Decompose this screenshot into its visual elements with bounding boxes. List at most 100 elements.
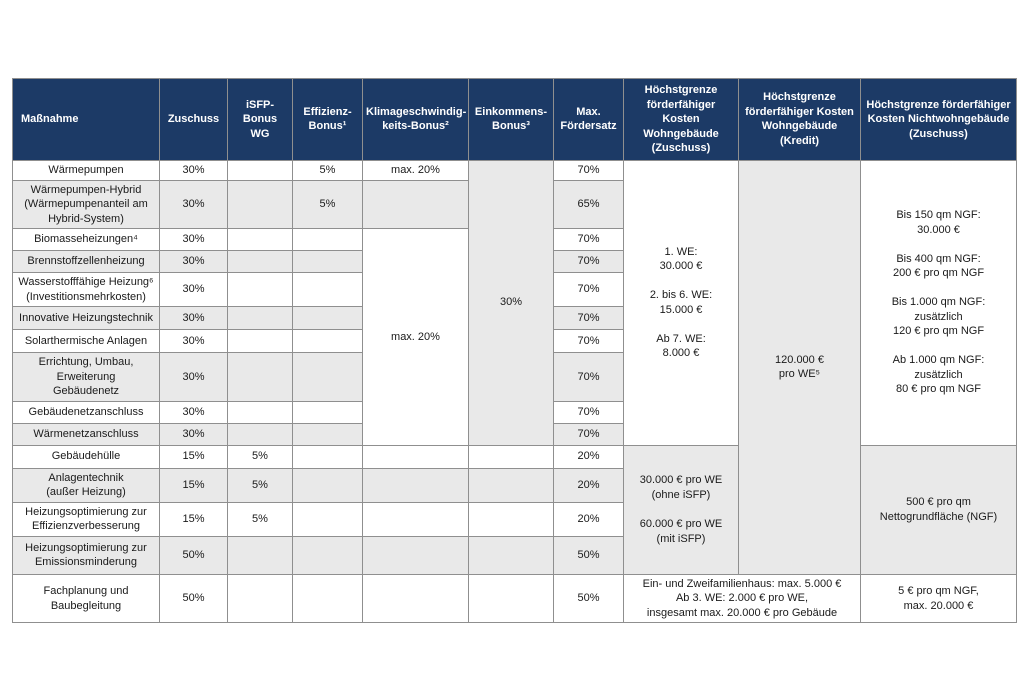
cell-klima xyxy=(362,179,469,230)
cell-effizienz: 5% xyxy=(292,179,363,230)
cell-einkommens xyxy=(468,467,554,503)
cell-isfp xyxy=(227,306,293,331)
cell-zuschuss: 30% xyxy=(159,352,228,402)
cell-foerdersatz: 70% xyxy=(553,400,624,424)
cell-nwg-row15: 5 € pro qm NGF, max. 20.000 € xyxy=(860,573,1017,624)
cell-massnahme: Biomasseheizungen⁴ xyxy=(12,228,160,252)
cell-nwg-zuschuss-merged-lower: 500 € pro qm Nettogrundfläche (NGF) xyxy=(860,444,1017,575)
cell-zuschuss: 30% xyxy=(159,159,228,181)
cell-einkommens xyxy=(468,573,554,624)
cell-foerdersatz: 20% xyxy=(553,467,624,503)
cell-isfp xyxy=(227,250,293,274)
cell-effizienz: 5% xyxy=(292,159,363,181)
cell-isfp xyxy=(227,573,293,624)
cell-klima-merged: max. 20% xyxy=(362,228,469,446)
cell-zuschuss: 50% xyxy=(159,573,228,624)
cell-isfp xyxy=(227,422,293,446)
cell-massnahme: Solarthermische Anlagen xyxy=(12,329,160,354)
table-row: Heizungsoptimierung zur Effizienzverbess… xyxy=(12,501,1017,537)
cell-massnahme: Innovative Heizungstechnik xyxy=(12,306,160,331)
table-row: Anlagentechnik (außer Heizung) 15% 5% 20… xyxy=(12,467,1017,503)
table-row: Gebäudenetzanschluss 30% 70% xyxy=(12,400,1017,424)
cell-zuschuss: 30% xyxy=(159,306,228,331)
cell-foerdersatz: 65% xyxy=(553,179,624,230)
table-row: Gebäudehülle 15% 5% 20% 30.000 € pro WE … xyxy=(12,444,1017,575)
cell-effizienz xyxy=(292,400,363,424)
cell-isfp xyxy=(227,272,293,308)
cell-isfp: 5% xyxy=(227,444,293,469)
cell-effizienz xyxy=(292,228,363,252)
cell-effizienz xyxy=(292,272,363,308)
cell-zuschuss: 30% xyxy=(159,422,228,446)
cell-zuschuss: 30% xyxy=(159,179,228,230)
cell-foerdersatz: 70% xyxy=(553,250,624,274)
cell-effizienz xyxy=(292,467,363,503)
cell-zuschuss: 15% xyxy=(159,501,228,537)
cell-wg-kredit-merged: 120.000 € pro WE⁵ xyxy=(738,159,861,575)
cell-massnahme: Gebäudehülle xyxy=(12,444,160,469)
cell-foerdersatz: 70% xyxy=(553,329,624,354)
cell-massnahme: Heizungsoptimierung zur Effizienzverbess… xyxy=(12,501,160,537)
table-row: Solarthermische Anlagen 30% 70% xyxy=(12,329,1017,354)
cell-isfp xyxy=(227,535,293,575)
column-header-effizienz-bonus: Effizienz- Bonus¹ xyxy=(292,78,363,161)
cell-effizienz xyxy=(292,422,363,446)
cell-zuschuss: 30% xyxy=(159,329,228,354)
cell-foerdersatz: 70% xyxy=(553,228,624,252)
cell-isfp xyxy=(227,159,293,181)
cell-massnahme: Heizungsoptimierung zur Emissionsminderu… xyxy=(12,535,160,575)
cell-foerdersatz: 70% xyxy=(553,306,624,331)
table-row: Errichtung, Umbau, Erweiterung Gebäudene… xyxy=(12,352,1017,402)
cell-zuschuss: 50% xyxy=(159,535,228,575)
cell-effizienz xyxy=(292,444,363,469)
cell-zuschuss: 30% xyxy=(159,228,228,252)
cell-isfp xyxy=(227,329,293,354)
column-header-hoechstgrenze-wg-zuschuss: Höchstgrenze förderfähiger Kosten Wohnge… xyxy=(623,78,739,161)
cell-einkommens xyxy=(468,535,554,575)
column-header-isfp-bonus: iSFP- Bonus WG xyxy=(227,78,293,161)
table-row: Wärmepumpen-Hybrid (Wärmepumpenanteil am… xyxy=(12,179,1017,230)
cell-isfp xyxy=(227,400,293,424)
cell-einkommens xyxy=(468,444,554,469)
cell-foerdersatz: 70% xyxy=(553,352,624,402)
funding-table-wrapper: Maßnahme Zuschuss iSFP- Bonus WG Effizie… xyxy=(12,78,1017,624)
column-header-zuschuss: Zuschuss xyxy=(159,78,228,161)
table-row: Heizungsoptimierung zur Emissionsminderu… xyxy=(12,535,1017,575)
cell-klima xyxy=(362,467,469,503)
cell-effizienz xyxy=(292,352,363,402)
column-header-max-foerdersatz: Max. Fördersatz xyxy=(553,78,624,161)
cell-wg-zuschuss-merged: 1. WE: 30.000 € 2. bis 6. WE: 15.000 € A… xyxy=(623,159,739,446)
cell-zuschuss: 30% xyxy=(159,272,228,308)
funding-table: Maßnahme Zuschuss iSFP- Bonus WG Effizie… xyxy=(12,78,1017,624)
cell-isfp: 5% xyxy=(227,501,293,537)
cell-massnahme: Gebäudenetzanschluss xyxy=(12,400,160,424)
cell-nwg-zuschuss-merged: Bis 150 qm NGF: 30.000 € Bis 400 qm NGF:… xyxy=(860,159,1017,446)
cell-klima xyxy=(362,535,469,575)
cell-effizienz xyxy=(292,329,363,354)
cell-isfp: 5% xyxy=(227,467,293,503)
cell-foerdersatz: 20% xyxy=(553,501,624,537)
cell-effizienz xyxy=(292,535,363,575)
cell-klima xyxy=(362,444,469,469)
cell-massnahme: Wärmepumpen-Hybrid (Wärmepumpenanteil am… xyxy=(12,179,160,230)
cell-zuschuss: 15% xyxy=(159,444,228,469)
cell-foerdersatz: 50% xyxy=(553,535,624,575)
table-row: Fachplanung und Baubegleitung 50% 50% Ei… xyxy=(12,573,1017,624)
cell-einkommens-merged: 30% xyxy=(468,159,554,446)
cell-foerdersatz: 70% xyxy=(553,272,624,308)
cell-massnahme: Anlagentechnik (außer Heizung) xyxy=(12,467,160,503)
cell-klima xyxy=(362,573,469,624)
cell-effizienz xyxy=(292,306,363,331)
cell-zuschuss: 30% xyxy=(159,250,228,274)
column-header-hoechstgrenze-nwg-zuschuss: Höchstgrenze förderfähiger Kosten Nichtw… xyxy=(860,78,1017,161)
column-header-klimageschwindigkeits-bonus: Klimageschwindig- keits-Bonus² xyxy=(362,78,469,161)
cell-wg-zuschuss-merged-lower: 30.000 € pro WE (ohne iSFP) 60.000 € pro… xyxy=(623,444,739,575)
cell-massnahme: Errichtung, Umbau, Erweiterung Gebäudene… xyxy=(12,352,160,402)
cell-foerdersatz: 70% xyxy=(553,422,624,446)
column-header-massnahme: Maßnahme xyxy=(12,78,160,161)
cell-isfp xyxy=(227,179,293,230)
cell-foerdersatz: 70% xyxy=(553,159,624,181)
cell-zuschuss: 15% xyxy=(159,467,228,503)
cell-foerdersatz: 20% xyxy=(553,444,624,469)
